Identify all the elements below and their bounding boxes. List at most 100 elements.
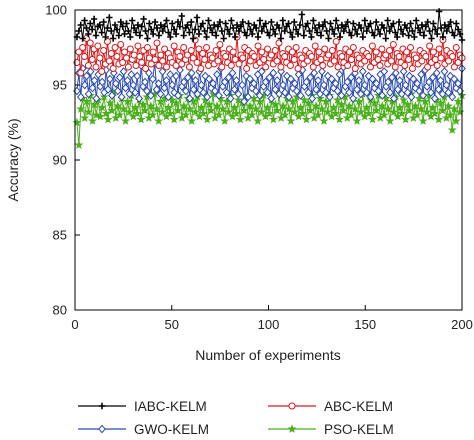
y-tick-label: 90 (53, 153, 67, 168)
data-point-iabc-kelm (98, 29, 105, 36)
data-point-gwo-kelm (292, 86, 301, 96)
data-point-iabc-kelm (393, 33, 401, 41)
data-point-abc-kelm (452, 44, 460, 51)
data-point-pso-kelm (368, 114, 378, 124)
data-point-iabc-kelm (258, 27, 266, 35)
data-point-pso-kelm (412, 110, 422, 119)
data-point-gwo-kelm (131, 88, 140, 97)
data-point-iabc-kelm (216, 18, 224, 26)
legend-marker-iabc-kelm (98, 402, 106, 410)
data-point-pso-kelm (212, 101, 222, 110)
data-point-abc-kelm (344, 62, 352, 69)
axis-ticks: 0 50 100 150 200 80 85 90 95 100 (45, 3, 473, 333)
data-point-gwo-kelm (162, 76, 171, 85)
data-point-iabc-kelm (109, 35, 117, 42)
data-point-gwo-kelm (349, 94, 357, 103)
data-point-iabc-kelm (371, 32, 378, 39)
data-point-pso-kelm (185, 104, 195, 113)
data-point-iabc-kelm (262, 20, 269, 27)
data-point-pso-kelm (290, 107, 300, 116)
data-point-pso-kelm (377, 101, 387, 110)
data-point-iabc-kelm (130, 24, 138, 32)
data-point-iabc-kelm (292, 26, 300, 33)
data-point-iabc-kelm (81, 17, 88, 24)
data-point-pso-kelm (303, 98, 313, 107)
data-point-iabc-kelm (191, 26, 199, 33)
data-point-pso-kelm (74, 140, 84, 149)
data-point-pso-kelm (443, 101, 453, 110)
data-point-pso-kelm (401, 114, 411, 124)
data-point-abc-kelm (254, 42, 262, 50)
data-point-pso-kelm (447, 125, 457, 134)
data-point-iabc-kelm (88, 26, 96, 33)
data-point-gwo-kelm (156, 89, 165, 99)
data-point-abc-kelm (271, 47, 279, 54)
data-point-pso-kelm (346, 110, 356, 119)
data-point-abc-kelm (243, 65, 251, 72)
data-point-iabc-kelm (420, 32, 428, 39)
data-point-gwo-kelm (203, 92, 212, 102)
data-point-iabc-kelm (439, 33, 447, 41)
data-point-abc-kelm (222, 53, 230, 60)
data-point-pso-kelm (445, 110, 455, 119)
data-point-gwo-kelm (172, 71, 180, 81)
data-point-gwo-kelm (246, 74, 254, 84)
data-point-pso-kelm (191, 107, 201, 116)
data-point-iabc-kelm (270, 26, 277, 33)
data-point-abc-kelm (429, 48, 437, 56)
data-point-abc-kelm (170, 42, 178, 50)
data-point-iabc-kelm (96, 21, 104, 29)
data-point-iabc-kelm (243, 32, 250, 39)
data-point-gwo-kelm (183, 73, 192, 82)
data-point-pso-kelm (323, 107, 333, 116)
data-point-gwo-kelm (285, 92, 293, 102)
data-point-gwo-kelm (345, 88, 354, 97)
data-point-gwo-kelm (386, 88, 394, 97)
data-point-abc-kelm (277, 63, 285, 71)
data-point-iabc-kelm (397, 26, 405, 33)
legend-item-abc-kelm: ABC-KELM (268, 399, 393, 414)
data-point-iabc-kelm (416, 29, 424, 36)
data-point-gwo-kelm (380, 67, 389, 76)
x-tick-label: 100 (258, 317, 280, 332)
data-point-pso-kelm (119, 104, 129, 113)
data-point-iabc-kelm (275, 24, 283, 32)
data-point-iabc-kelm (441, 21, 449, 29)
data-point-gwo-kelm (123, 76, 132, 85)
data-point-iabc-kelm (319, 23, 327, 30)
data-point-abc-kelm (119, 59, 127, 66)
legend: IABC-KELM ABC-KELM GWO-KELM PSO-KELM (78, 399, 394, 437)
data-point-gwo-kelm (189, 85, 198, 94)
data-point-iabc-kelm (102, 33, 109, 41)
data-point-abc-kelm (96, 54, 104, 62)
data-point-gwo-kelm (98, 77, 107, 87)
data-point-gwo-kelm (174, 91, 182, 100)
data-point-abc-kelm (212, 47, 220, 54)
data-point-pso-kelm (72, 117, 82, 127)
data-point-abc-kelm (145, 54, 153, 62)
data-point-abc-kelm (389, 41, 397, 48)
data-point-gwo-kelm (119, 67, 128, 76)
data-point-abc-kelm (387, 57, 395, 65)
data-point-iabc-kelm (148, 26, 155, 33)
data-point-abc-kelm (294, 65, 302, 72)
legend-label-gwo-kelm: GWO-KELM (134, 422, 209, 437)
data-point-gwo-kelm (104, 85, 112, 94)
data-point-gwo-kelm (257, 67, 266, 76)
data-point-pso-kelm (157, 107, 168, 116)
data-point-iabc-kelm (308, 33, 315, 41)
data-point-abc-kelm (351, 65, 359, 72)
data-point-iabc-kelm (201, 27, 208, 35)
data-point-pso-kelm (171, 98, 181, 107)
data-point-iabc-kelm (395, 18, 403, 26)
data-point-abc-kelm (208, 54, 216, 62)
data-point-abc-kelm (183, 51, 191, 59)
data-point-gwo-kelm (390, 94, 398, 103)
data-point-gwo-kelm (234, 89, 243, 99)
data-point-pso-kelm (247, 110, 257, 119)
legend-item-iabc-kelm: IABC-KELM (78, 399, 207, 414)
data-point-gwo-kelm (454, 79, 462, 88)
data-point-pso-kelm (278, 101, 288, 110)
x-tick-label: 150 (354, 317, 376, 332)
data-point-iabc-kelm (317, 32, 325, 39)
